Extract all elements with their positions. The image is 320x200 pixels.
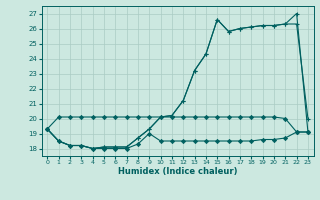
X-axis label: Humidex (Indice chaleur): Humidex (Indice chaleur) bbox=[118, 167, 237, 176]
